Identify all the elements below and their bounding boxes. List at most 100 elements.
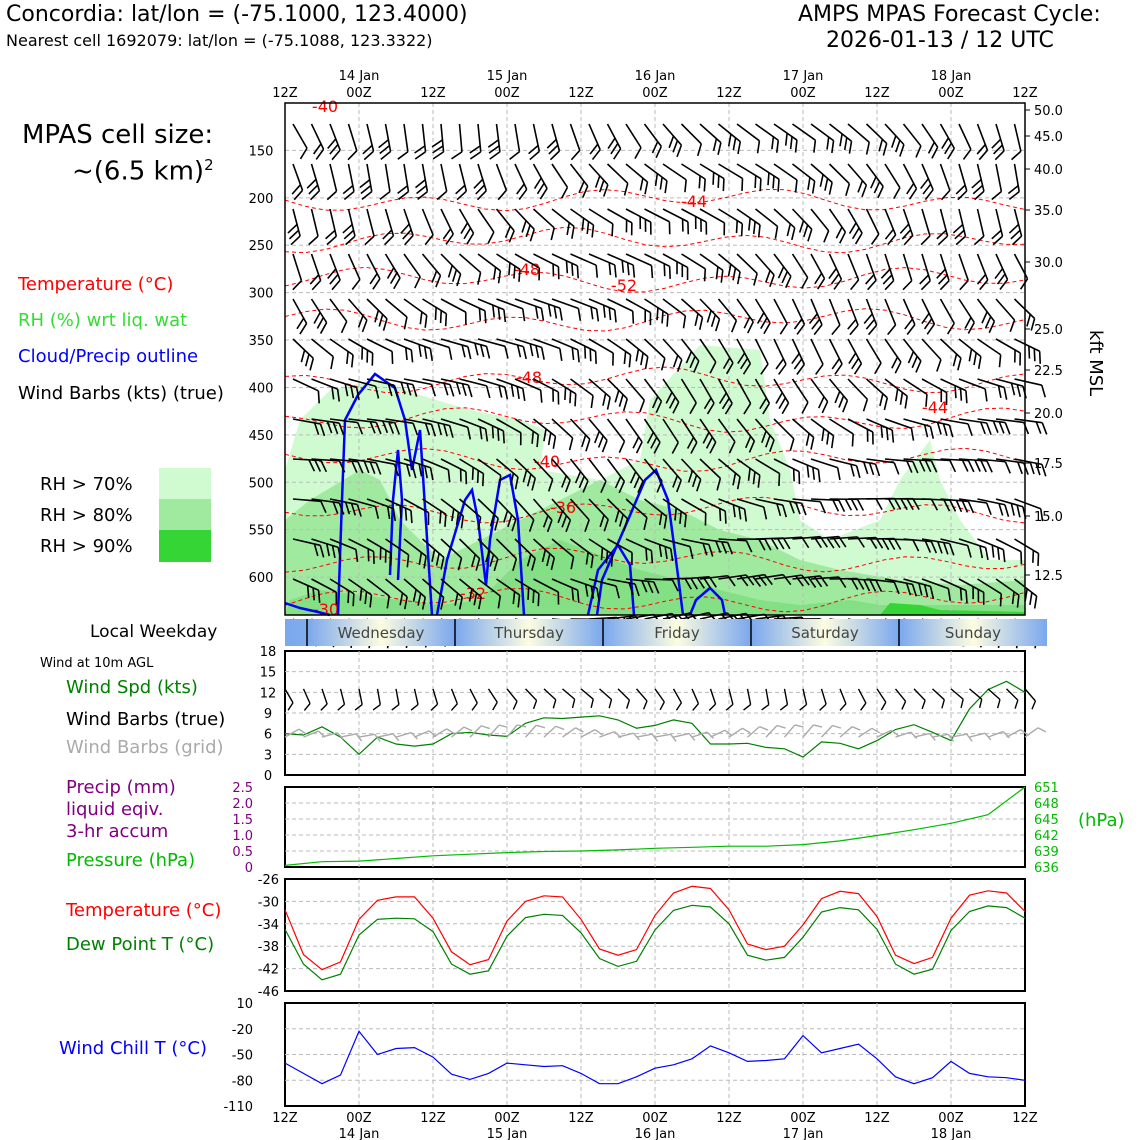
barb-flag (920, 280, 931, 291)
barb-flag (658, 512, 663, 526)
barb-flag (674, 507, 678, 521)
kft-tick-label: 17.5 (1034, 457, 1063, 472)
barb-flag (980, 460, 987, 473)
wind-barb (403, 498, 430, 526)
wind-barb (940, 458, 975, 473)
barb-flag (920, 178, 929, 190)
surface-wind-barb (819, 688, 827, 711)
wind-barb (902, 253, 913, 291)
wind-barb (532, 458, 554, 492)
barb-staff (588, 338, 614, 354)
barb-flag (497, 189, 507, 201)
barb-staff (440, 298, 467, 313)
barb-flag (569, 390, 572, 404)
wind-barb (348, 498, 380, 519)
barb-flag (791, 227, 796, 241)
bottom-date-label: 14 Jan (339, 1127, 380, 1140)
surface-wind-barb (469, 688, 478, 711)
barb-flag (708, 703, 717, 711)
wind-barb (422, 458, 451, 483)
barb-flag (955, 500, 963, 513)
barb-flag (429, 467, 434, 481)
barb-staff (422, 458, 449, 471)
barb-flag (874, 463, 881, 477)
surface-grid-barb (321, 732, 344, 740)
barb-flag (894, 388, 899, 402)
wind-barb (902, 298, 916, 336)
barb-staff (458, 253, 482, 274)
barb-flag (345, 235, 356, 246)
barb-flag (497, 270, 502, 284)
barb-flag (494, 518, 499, 531)
temperature-contour-label: -44 (681, 192, 707, 211)
barb-staff (347, 208, 356, 237)
barb-flag (845, 183, 851, 196)
barb-flag (363, 150, 375, 161)
barb-flag (893, 581, 900, 595)
barb-flag (417, 190, 428, 201)
barb-staff (921, 253, 931, 282)
surface-grid-barb (747, 725, 769, 738)
windchill-tick-label: 10 (236, 997, 253, 1012)
barb-staff (495, 208, 515, 232)
barb-flag (577, 308, 582, 321)
barb-flag (981, 311, 988, 324)
barb-flag (839, 231, 847, 244)
barb-flag (865, 318, 876, 330)
barb-staff (828, 378, 849, 402)
barb-flag (489, 554, 495, 567)
barb-flag (618, 440, 626, 454)
barb-flag (759, 725, 769, 731)
barb-staff (921, 418, 950, 426)
wind-barb (865, 123, 888, 156)
kft-tick-label: 20.0 (1034, 407, 1063, 422)
barb-flag (1003, 387, 1008, 400)
barb-staff (884, 163, 901, 189)
barb-flag (794, 179, 798, 193)
barb-flag (732, 504, 736, 518)
wind-barb (644, 298, 669, 327)
barb-staff (709, 688, 717, 705)
barb-staff (829, 123, 853, 142)
barb-flag (954, 385, 957, 399)
barb-flag (510, 384, 515, 397)
barb-staff (884, 578, 913, 586)
barb-staff (551, 498, 571, 521)
barb-staff (588, 208, 614, 225)
wind-barb (755, 123, 780, 153)
legend-rh90-swatch (159, 530, 211, 562)
barb-flag (998, 421, 1005, 434)
barb-flag (357, 422, 364, 435)
barb-flag (614, 476, 622, 489)
barb-staff (710, 729, 726, 738)
barb-flag (655, 400, 663, 414)
barb-flag (672, 140, 679, 153)
barb-flag (387, 383, 393, 397)
wind-barb (588, 578, 620, 599)
barb-staff (580, 688, 594, 700)
barb-staff (347, 298, 368, 321)
surface-wind-barb (743, 688, 752, 711)
surface-wind-barb (320, 688, 328, 711)
barb-flag (510, 472, 515, 486)
wind-barb (902, 163, 918, 200)
wind-barb (921, 123, 939, 159)
barb-flag (850, 498, 859, 511)
barb-flag (546, 138, 557, 149)
barb-staff (976, 123, 989, 151)
barb-flag (997, 547, 1001, 560)
barb-flag (357, 461, 364, 474)
wind-barb (899, 208, 914, 246)
barb-staff (902, 338, 922, 362)
barb-flag (655, 146, 663, 159)
barb-flag (574, 471, 582, 484)
barb-flag (863, 579, 871, 592)
barb-staff (939, 123, 956, 149)
barb-flag (811, 180, 816, 194)
barb-flag (306, 585, 310, 599)
barb-flag (687, 221, 690, 235)
barb-staff (681, 576, 710, 580)
wind-barb (921, 458, 957, 473)
barb-flag (451, 508, 455, 522)
barb-flag (834, 391, 841, 404)
